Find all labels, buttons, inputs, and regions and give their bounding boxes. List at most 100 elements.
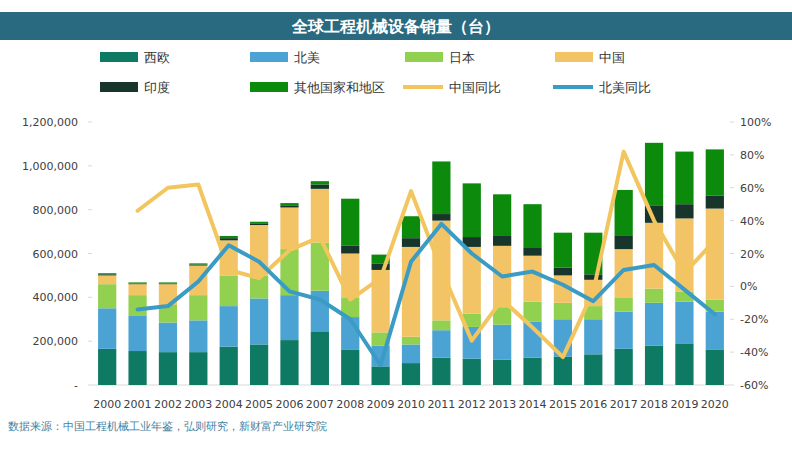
bar [493,325,511,360]
bar [128,351,146,385]
bar [523,302,541,322]
bar [402,238,420,247]
bar [98,308,116,349]
bar [493,360,511,385]
bar [128,283,146,285]
bar [250,222,268,224]
bar [432,330,450,357]
legend-label: 其他国家和地区 [294,80,385,95]
bar [432,161,450,214]
y-tick [88,385,92,386]
bar [615,249,633,297]
plot [98,143,724,385]
y-tick [88,253,92,254]
x-tick-label: 2011 [427,398,455,411]
bar [341,199,359,246]
bar [523,358,541,385]
bar [554,268,572,276]
bar [280,207,298,249]
bar [402,216,420,238]
bar [189,320,207,352]
bar [523,204,541,248]
legend-swatch [250,52,288,62]
bar [615,349,633,385]
x-tick-label: 2015 [549,398,577,411]
y-tick-label: 800,000 [33,204,79,217]
y2-tick [730,253,734,254]
legend-swatch [553,85,593,89]
bar [463,359,481,385]
bar [615,190,633,236]
source: 数据来源：中国工程机械工业年鉴，弘则研究，新财富产业研究院 [8,420,327,433]
bar [128,284,146,295]
bar [189,264,207,265]
bar [645,143,663,205]
bar [402,337,420,345]
bar [128,316,146,351]
x-tick-label: 2009 [367,398,395,411]
bar [615,297,633,311]
x-tick-label: 2006 [275,398,303,411]
x-tick-label: 2003 [184,398,212,411]
legend-label: 印度 [144,80,170,95]
legend-label: 日本 [449,50,475,65]
y2-tick-label: -60% [740,379,768,392]
y2-tick-label: 0% [740,280,757,293]
y-tick [88,165,92,166]
bar [98,274,116,275]
x-tick-label: 2017 [610,398,638,411]
bar [554,303,572,319]
bar [706,350,724,385]
bar [402,363,420,385]
bar [706,312,724,350]
y2-tick-label: 60% [740,182,764,195]
bar [615,236,633,249]
bar [311,181,329,184]
y2-tick-label: 20% [740,248,764,261]
y2-tick [730,385,734,386]
bar [645,346,663,385]
bar [280,203,298,205]
x-tick-label: 2010 [397,398,425,411]
y2-tick-label: -40% [740,346,768,359]
bar [98,275,116,284]
y2-tick [730,122,734,123]
chart: 全球工程机械设备销量（台）-200,000400,000600,000800,0… [0,0,792,449]
title-bar [0,12,792,40]
bar [675,218,693,291]
bar [311,184,329,188]
bar [280,295,298,340]
x-tick-label: 2008 [336,398,364,411]
y2-tick [730,220,734,221]
bar [128,282,146,283]
y-tick-label: 600,000 [33,248,79,261]
legend-label: 中国 [599,50,625,65]
x-tick-label: 2019 [670,398,698,411]
bar [220,238,238,240]
bar [402,344,420,363]
bar [432,320,450,330]
bar [220,347,238,385]
y-tick [88,297,92,298]
bar [220,275,238,306]
legend-label: 北美同比 [599,80,651,95]
x-tick-label: 2012 [458,398,486,411]
x-tick-label: 2000 [93,398,121,411]
bar [554,233,572,268]
bar [311,189,329,243]
bar [645,289,663,303]
y-tick-label: 1,200,000 [22,116,78,129]
bar [523,256,541,302]
x-tick-label: 2001 [124,398,152,411]
y2-tick-label: 40% [740,215,764,228]
bar [250,298,268,344]
y-tick [88,341,92,342]
legend-label: 北美 [294,50,320,65]
y2-tick [730,187,734,188]
bar [675,152,693,205]
bar [189,352,207,385]
bar [706,209,724,300]
x-tick-label: 2016 [579,398,607,411]
line [138,224,715,365]
bar [584,274,602,279]
